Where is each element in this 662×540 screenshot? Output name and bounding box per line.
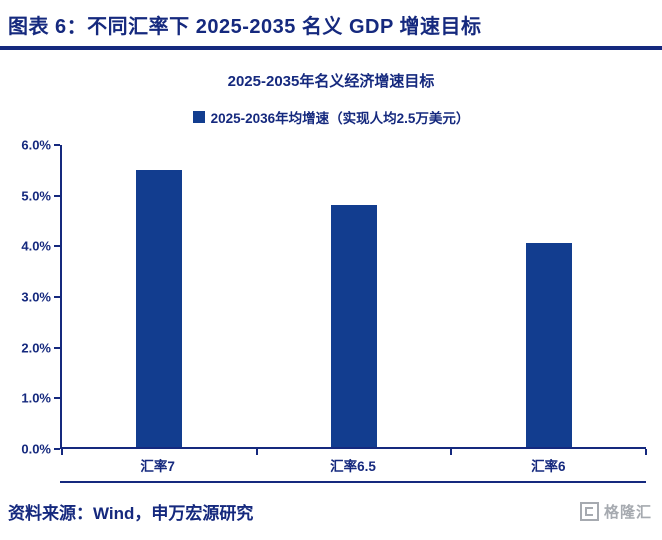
source-note: 资料来源：Wind，申万宏源研究 — [8, 504, 254, 523]
bar-汇率7 — [136, 170, 183, 447]
x-axis-label: 汇率6 — [531, 459, 566, 474]
logo-text: 格隆汇 — [603, 504, 652, 521]
y-axis-tick-label: 4.0% — [21, 238, 51, 254]
x-axis-label: 汇率7 — [140, 459, 175, 474]
x-axis-tick-mark — [450, 449, 453, 455]
logo-icon — [579, 502, 599, 521]
chart-title: 2025-2035年名义经济增速目标 — [227, 73, 435, 90]
chart-legend: 2025-2036年均增速（实现人均2.5万美元） — [0, 107, 662, 127]
chart-plot-region: 6.0% 5.0% 4.0% 3.0% 2.0% 1.0% 0.0% 汇率7 汇率6.5 汇率6 — [10, 138, 647, 483]
bar-汇率6 — [525, 243, 572, 447]
legend-label: 2025-2036年均增速（实现人均2.5万美元） — [210, 111, 470, 126]
y-axis-tick-label: 3.0% — [21, 289, 51, 305]
figure-title: 图表 6：不同汇率下 2025-2035 名义 GDP 增速目标 — [8, 16, 482, 38]
y-axis-tick-label: 6.0% — [21, 137, 51, 153]
bar-汇率6.5 — [331, 205, 377, 447]
figure-footer: 资料来源：Wind，申万宏源研究 格隆汇 — [0, 499, 662, 524]
site-logo: 格隆汇 — [579, 501, 652, 522]
y-axis-tick-mark — [54, 296, 60, 298]
legend-swatch-icon — [192, 111, 205, 123]
bar-slot — [451, 145, 646, 447]
x-axis-tick-mark — [61, 449, 63, 455]
y-axis-tick-mark — [54, 144, 60, 146]
bar-slot — [62, 145, 257, 447]
x-axis-tick-mark — [645, 449, 647, 455]
y-axis-tick-mark — [54, 346, 60, 349]
figure-header: 图表 6：不同汇率下 2025-2035 名义 GDP 增速目标 — [0, 0, 662, 50]
y-axis-tick-label: 5.0% — [21, 188, 51, 204]
y-axis-tick-mark — [54, 245, 60, 248]
y-axis: 6.0% 5.0% 4.0% 3.0% 2.0% 1.0% 0.0% — [10, 138, 60, 457]
x-axis-label: 汇率6.5 — [330, 459, 376, 474]
y-axis-tick-mark — [54, 194, 60, 197]
y-axis-tick-label: 1.0% — [21, 390, 51, 406]
x-axis-tick-mark — [255, 449, 258, 455]
y-axis-tick-mark — [54, 448, 60, 450]
bar-slot — [257, 145, 452, 447]
plot-area — [60, 145, 647, 455]
y-axis-tick-label: 0.0% — [21, 441, 51, 457]
y-axis-tick-label: 2.0% — [21, 340, 51, 356]
y-axis-tick-mark — [54, 397, 60, 400]
x-axis-labels: 汇率7 汇率6.5 汇率6 — [60, 449, 646, 483]
